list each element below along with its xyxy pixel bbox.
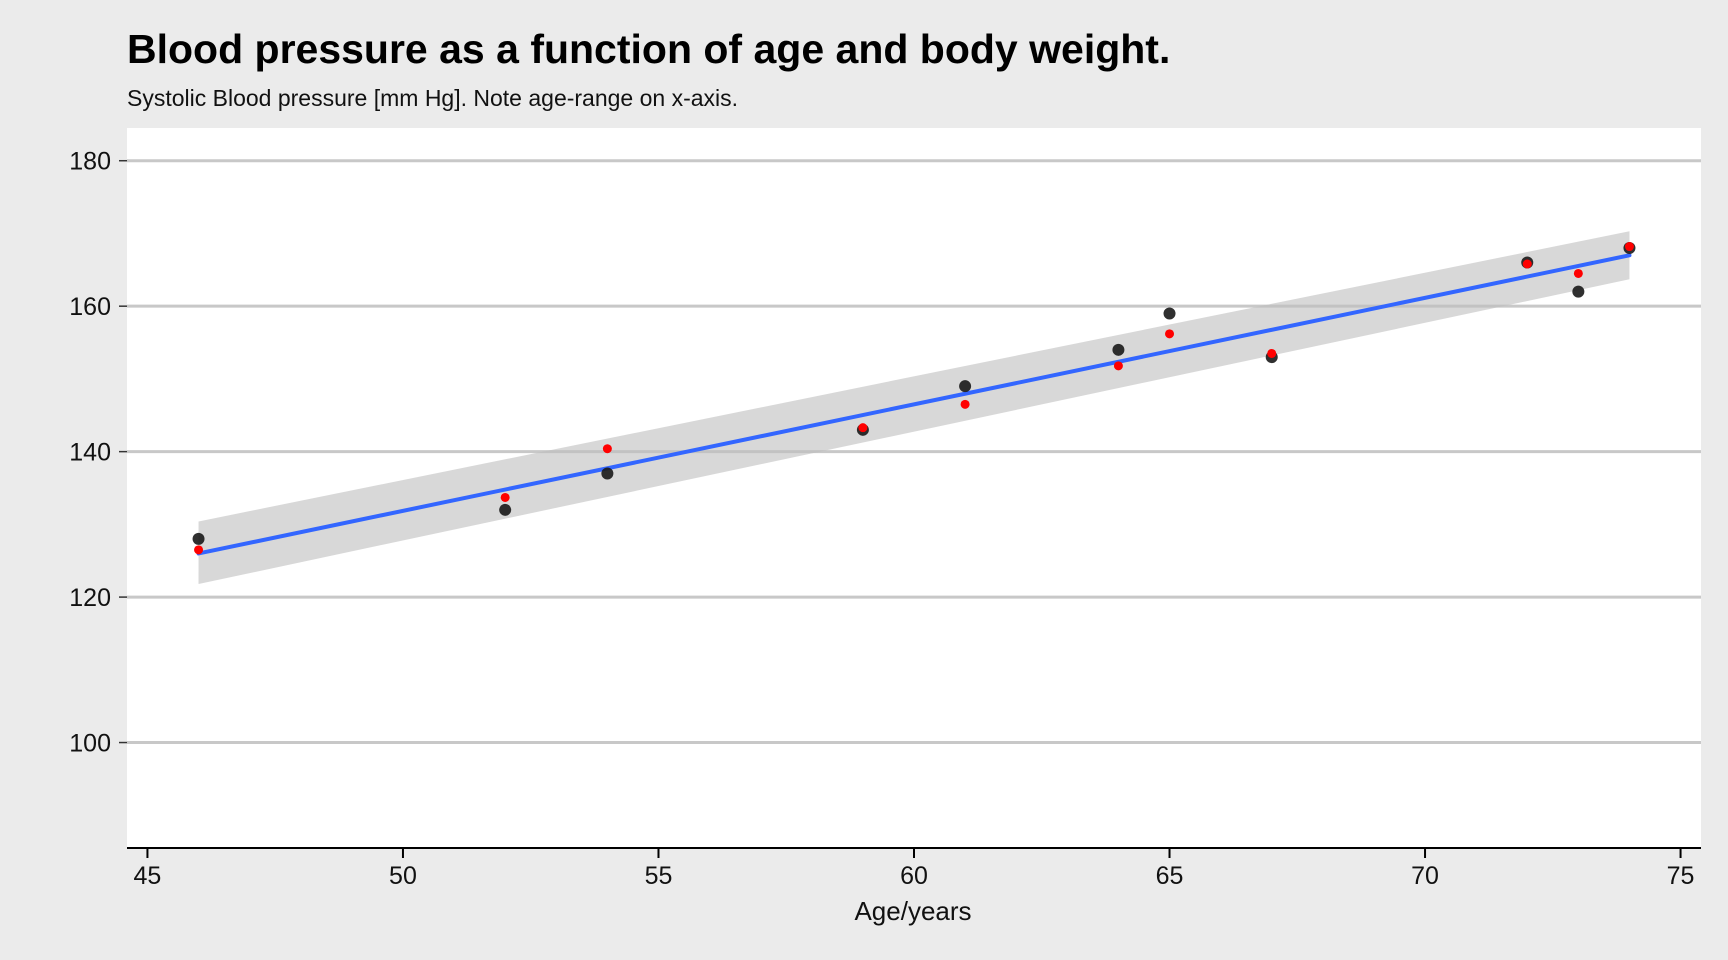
fitted-point — [1573, 268, 1583, 278]
observed-point — [1572, 285, 1585, 298]
y-gridlines — [127, 159, 1701, 745]
y-tick-label: 160 — [69, 293, 111, 321]
trend-line-layer — [196, 253, 1632, 556]
x-tick-label: 60 — [900, 862, 928, 890]
fitted-point — [1624, 242, 1634, 252]
observed-point — [959, 380, 972, 393]
y-tick-label: 180 — [69, 148, 111, 176]
x-tick-label: 45 — [134, 862, 162, 890]
observed-point — [499, 503, 512, 516]
x-tick-label: 75 — [1667, 862, 1695, 890]
chart-title: Blood pressure as a function of age and … — [127, 26, 1170, 72]
fitted-point — [1267, 348, 1277, 358]
observed-point — [192, 532, 205, 545]
fitted-point — [1165, 329, 1175, 339]
fitted-point — [858, 423, 868, 433]
fitted-point — [960, 399, 970, 409]
x-axis-label: Age/years — [854, 896, 971, 926]
plot-panel — [127, 128, 1701, 848]
fitted-point — [602, 444, 612, 454]
y-tick-label: 140 — [69, 439, 111, 467]
fitted-points — [194, 242, 1634, 555]
y-tick-labels: 100 120 140 160 180 — [69, 148, 127, 758]
fitted-point — [194, 545, 204, 555]
fitted-point — [1113, 361, 1123, 371]
x-tick-label: 70 — [1411, 862, 1439, 890]
observed-point — [601, 467, 614, 480]
trend-line — [196, 253, 1632, 556]
chart-subtitle: Systolic Blood pressure [mm Hg]. Note ag… — [127, 85, 738, 111]
confidence-ribbon-layer — [198, 231, 1630, 585]
observed-point — [1163, 307, 1176, 320]
x-ticks: 45 50 55 60 65 70 75 — [134, 848, 1695, 890]
x-tick-label: 50 — [389, 862, 417, 890]
fitted-point — [1522, 259, 1532, 269]
fitted-point — [500, 492, 510, 502]
x-tick-label: 55 — [645, 862, 673, 890]
x-tick-label: 65 — [1156, 862, 1184, 890]
y-tick-label: 120 — [69, 584, 111, 612]
observed-point — [1112, 343, 1125, 356]
y-tick-label: 100 — [69, 730, 111, 758]
confidence-ribbon — [198, 231, 1630, 585]
